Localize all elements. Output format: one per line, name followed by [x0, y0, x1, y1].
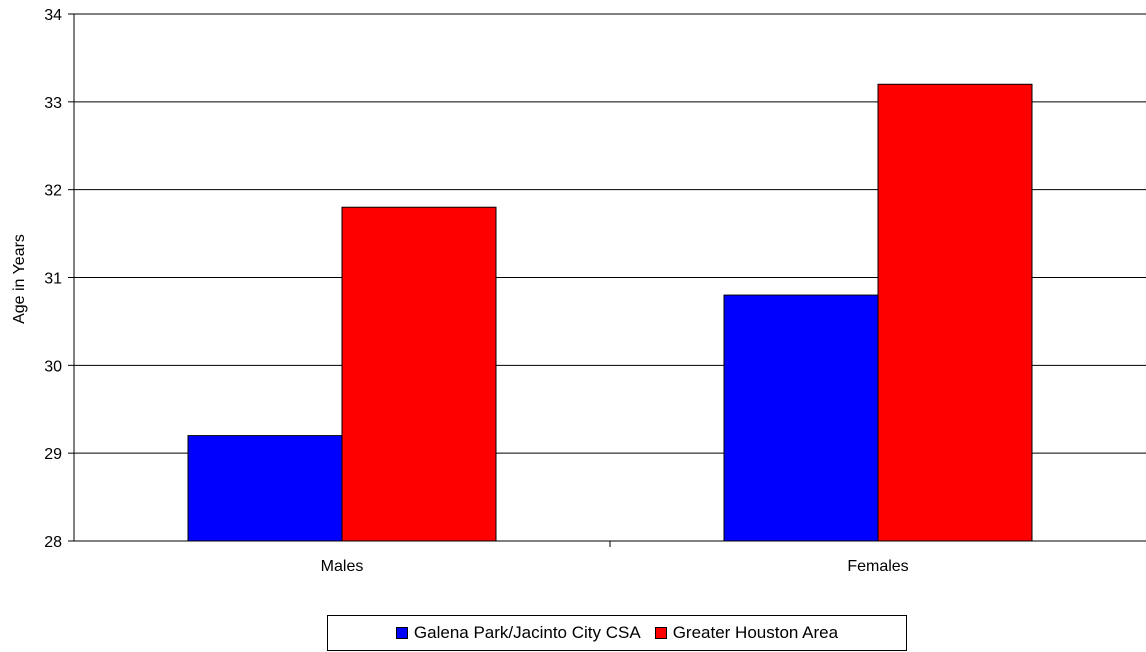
- y-tick-label: 34: [44, 7, 62, 24]
- y-tick-label: 32: [44, 183, 62, 200]
- y-axis-title: Age in Years: [11, 234, 28, 324]
- category-label: Males: [321, 558, 364, 575]
- bar-males-series-1: [187, 435, 343, 542]
- y-tick-label: 28: [44, 534, 62, 551]
- axes: [73, 14, 1146, 542]
- bar-males-series-2: [341, 206, 497, 542]
- bar-females-series-2: [877, 83, 1033, 542]
- legend-item-series-2: Greater Houston Area: [654, 623, 839, 643]
- legend: Galena Park/Jacinto City CSA Greater Hou…: [327, 615, 907, 651]
- y-tick-label: 29: [44, 446, 62, 463]
- legend-item-series-1: Galena Park/Jacinto City CSA: [395, 623, 641, 643]
- legend-swatch-series-2: [654, 627, 667, 639]
- legend-swatch-series-1: [395, 627, 408, 639]
- y-tick-labels: 28 29 30 31 32 33 34: [44, 7, 62, 551]
- legend-label-series-2: Greater Houston Area: [672, 623, 839, 642]
- bars: [187, 83, 1033, 542]
- category-labels: Males Females: [321, 558, 909, 575]
- category-label: Females: [847, 558, 908, 575]
- bar-chart: 28 29 30 31 32 33 34 Males Females Age in Years: [11, 7, 1146, 575]
- y-tick-label: 30: [44, 358, 62, 375]
- y-tick-label: 33: [44, 95, 62, 112]
- bar-females-series-1: [723, 294, 879, 542]
- legend-label-series-1: Galena Park/Jacinto City CSA: [413, 623, 641, 642]
- y-tick-label: 31: [44, 271, 62, 288]
